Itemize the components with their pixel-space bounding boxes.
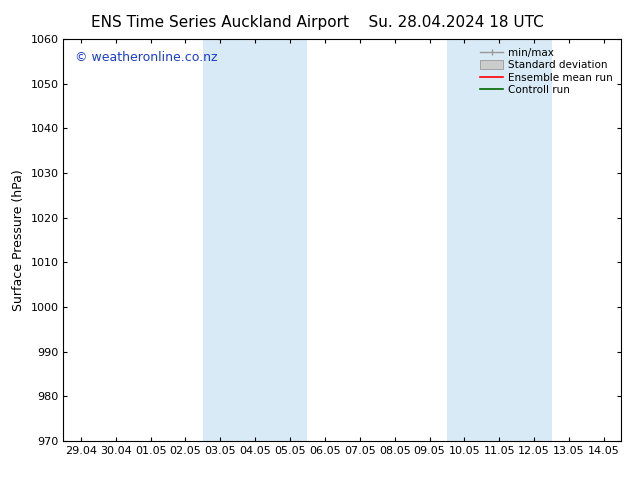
- Bar: [447, 39, 552, 441]
- Legend: min/max, Standard deviation, Ensemble mean run, Controll run: min/max, Standard deviation, Ensemble me…: [477, 45, 616, 98]
- Bar: [203, 39, 307, 441]
- Y-axis label: Surface Pressure (hPa): Surface Pressure (hPa): [12, 169, 25, 311]
- Text: ENS Time Series Auckland Airport    Su. 28.04.2024 18 UTC: ENS Time Series Auckland Airport Su. 28.…: [91, 15, 543, 30]
- Text: © weatheronline.co.nz: © weatheronline.co.nz: [75, 51, 217, 64]
